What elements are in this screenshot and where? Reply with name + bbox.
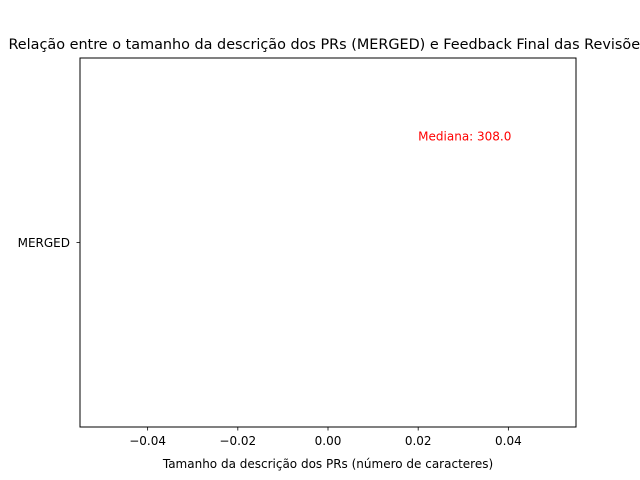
annotations: Mediana: 308.0 [418,130,511,144]
x-tick-label: 0.04 [495,434,522,448]
y-axis: MERGED [18,236,80,250]
y-tick-label: MERGED [18,236,70,250]
x-axis-label: Tamanho da descrição dos PRs (número de … [162,457,493,471]
x-tick-label: −0.04 [129,434,166,448]
x-axis: −0.04 −0.02 0.00 0.02 0.04 [129,427,522,448]
x-tick-label: 0.02 [405,434,432,448]
x-tick-label: −0.02 [219,434,256,448]
chart-title: Relação entre o tamanho da descrição dos… [8,37,640,53]
x-tick-label: 0.00 [315,434,342,448]
plot-area [79,57,577,428]
median-annotation: Mediana: 308.0 [418,130,511,144]
